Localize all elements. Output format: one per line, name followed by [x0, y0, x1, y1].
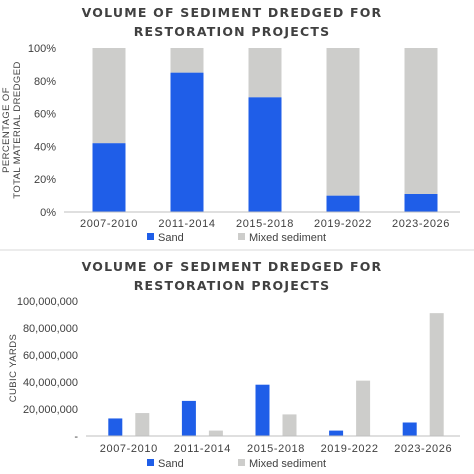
y-tick-label: 100% — [28, 43, 56, 55]
legend-mixed-label-2: Mixed sediment — [249, 458, 326, 470]
legend-sand-swatch — [147, 233, 154, 240]
bar-sand — [404, 193, 438, 212]
volume-chart-categories: 2007-2010 2011-2014 2015-2018 2019-2022 2023… — [100, 443, 452, 455]
y-tick-label: 0% — [40, 207, 56, 219]
percent-chart-ylabel-line-2: TOTAL MATERIAL DREDGED — [12, 61, 23, 198]
volume-chart-ylabel: CUBIC YARDS — [8, 334, 19, 402]
bar-sand — [181, 400, 196, 436]
y-tick-label: 20,000,000 — [23, 404, 78, 416]
x-tick-label: 2015-2018 — [247, 443, 305, 455]
x-tick-label: 2019-2022 — [314, 218, 372, 230]
volume-chart-y-ticks: - 20,000,000 40,000,000 60,000,000 80,000,00… — [17, 296, 79, 443]
percent-chart-title-line-2: RESTORATION PROJECTS — [134, 24, 331, 39]
y-tick-label: 60,000,000 — [23, 350, 78, 362]
bar-sand — [248, 97, 282, 212]
x-tick-label: 2019-2022 — [321, 443, 379, 455]
legend-mixed-label: Mixed sediment — [249, 232, 326, 244]
x-tick-label: 2007-2010 — [100, 443, 158, 455]
x-tick-label: 2015-2018 — [236, 218, 294, 230]
bar-mixed-sediment — [282, 414, 297, 436]
percent-chart-categories: 2007-2010 2011-2014 2015-2018 2019-2022 2023… — [80, 218, 450, 230]
x-tick-label: 2023-2026 — [394, 443, 452, 455]
legend-mixed-swatch — [238, 233, 245, 240]
x-tick-label: 2011-2014 — [158, 218, 215, 230]
x-tick-label: 2007-2010 — [80, 218, 138, 230]
percent-chart-title-line-1: VOLUME OF SEDIMENT DREDGED FOR — [82, 5, 383, 20]
percent-chart-legend: Sand Mixed sediment — [147, 232, 326, 244]
y-tick-label: 40,000,000 — [23, 377, 78, 389]
y-tick-label: 100,000,000 — [17, 296, 78, 308]
bar-mixed-sediment — [248, 48, 282, 98]
volume-chart-title-line-1: VOLUME OF SEDIMENT DREDGED FOR — [82, 259, 383, 274]
legend-sand-swatch-2 — [147, 459, 154, 466]
legend-sand-label-2: Sand — [158, 458, 184, 470]
bar-sand — [329, 430, 344, 436]
percent-chart-ylabel-line-1: PERCENTAGE OF — [1, 87, 12, 173]
legend-sand-label: Sand — [158, 232, 184, 244]
bar-mixed-sediment — [429, 313, 444, 436]
y-tick-label: - — [74, 431, 78, 443]
percent-chart: VOLUME OF SEDIMENT DREDGED FOR RESTORATI… — [1, 5, 460, 244]
bar-sand — [326, 195, 360, 212]
volume-chart: VOLUME OF SEDIMENT DREDGED FOR RESTORATI… — [8, 259, 460, 470]
bar-mixed-sediment — [135, 413, 150, 436]
bar-mixed-sediment — [326, 48, 360, 196]
legend-mixed-swatch-2 — [238, 459, 245, 466]
percent-chart-y-ticks: 0% 20% 40% 60% 80% 100% — [28, 43, 56, 219]
volume-chart-bars — [108, 313, 444, 436]
bar-mixed-sediment — [356, 380, 371, 436]
bar-sand — [402, 422, 417, 436]
y-tick-label: 60% — [34, 109, 56, 121]
bar-mixed-sediment — [404, 48, 438, 194]
volume-chart-legend: Sand Mixed sediment — [147, 458, 326, 470]
bar-sand — [255, 384, 270, 436]
bar-mixed-sediment — [208, 430, 223, 436]
y-tick-label: 40% — [34, 141, 56, 153]
x-tick-label: 2011-2014 — [174, 443, 231, 455]
y-tick-label: 80,000,000 — [23, 323, 78, 335]
y-tick-label: 80% — [34, 76, 56, 88]
bar-sand — [170, 72, 204, 212]
volume-chart-title-line-2: RESTORATION PROJECTS — [134, 278, 331, 293]
bar-sand — [108, 418, 123, 436]
bar-mixed-sediment — [170, 48, 204, 73]
percent-chart-bars — [92, 48, 438, 212]
bar-sand — [92, 143, 126, 212]
bar-mixed-sediment — [92, 48, 126, 144]
x-tick-label: 2023-2026 — [392, 218, 450, 230]
y-tick-label: 20% — [34, 174, 56, 186]
